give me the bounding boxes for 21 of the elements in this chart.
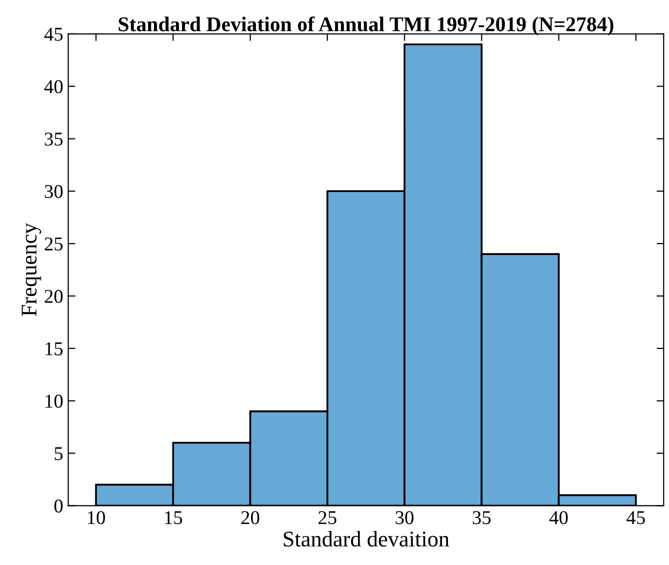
x-tick-label: 15 [165, 511, 182, 524]
x-tick-label: 40 [549, 511, 568, 524]
y-tick-label: 45 [44, 28, 63, 41]
y-tick-label: 0 [54, 499, 63, 513]
y-tick-label: 5 [54, 447, 63, 460]
x-tick-label: 20 [241, 511, 260, 524]
chart-title: Standard Deviation of Annual TMI 1997-2019 (N=2784) [118, 16, 614, 36]
y-axis-title: Frequency [22, 222, 42, 316]
y-tick-label: 30 [44, 184, 63, 198]
x-tick-label: 10 [88, 511, 105, 524]
y-tick-label: 20 [44, 290, 63, 303]
x-tick-label: 25 [318, 511, 336, 524]
x-tick-label: 35 [472, 511, 491, 524]
y-tick-label: 40 [44, 80, 63, 94]
y-tick-label: 10 [46, 394, 63, 408]
x-axis-title: Standard devaition [284, 530, 450, 547]
x-tick-label: 45 [626, 511, 645, 524]
y-tick-label: 25 [44, 237, 63, 251]
y-tick-label: 15 [46, 342, 63, 356]
x-tick-label: 30 [396, 511, 414, 524]
y-tick-label: 35 [44, 132, 63, 146]
